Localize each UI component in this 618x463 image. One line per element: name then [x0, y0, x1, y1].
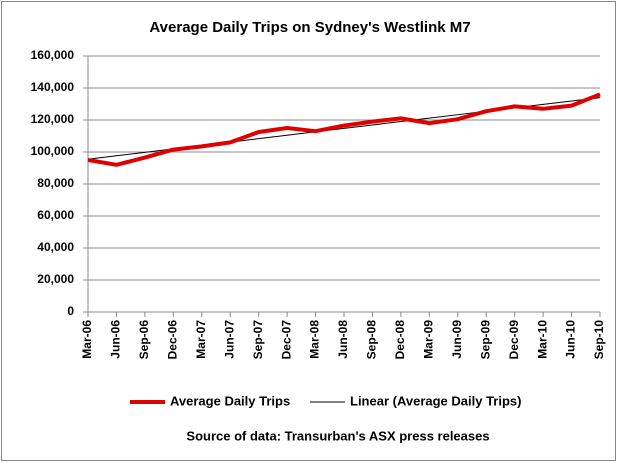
- x-tick-label: Mar-08: [308, 320, 322, 359]
- legend-label: Average Daily Trips: [170, 393, 290, 408]
- y-tick-label: 120,000: [31, 112, 75, 126]
- x-tick-label: Mar-10: [535, 320, 549, 359]
- x-tick-label: Mar-07: [194, 320, 208, 359]
- x-tick-label: Dec-07: [279, 320, 293, 360]
- x-tick-label: Jun-08: [336, 320, 350, 359]
- x-tick-label: Dec-06: [166, 320, 180, 360]
- x-tick-label: Sep-07: [251, 320, 265, 360]
- x-tick-label: Sep-08: [365, 320, 379, 360]
- x-tick-label: Dec-08: [393, 320, 407, 360]
- y-tick-label: 60,000: [37, 208, 74, 222]
- legend-label: Linear (Average Daily Trips): [350, 393, 521, 408]
- y-tick-label: 0: [67, 304, 74, 318]
- series-line: [87, 92, 601, 167]
- x-tick-label: Sep-09: [478, 320, 492, 360]
- y-tick-label: 100,000: [31, 144, 75, 158]
- x-tick-label: Mar-06: [80, 320, 94, 359]
- y-tick-label: 160,000: [31, 48, 75, 62]
- y-tick-label: 20,000: [37, 272, 74, 286]
- y-tick-label: 140,000: [31, 80, 75, 94]
- chart-title: Average Daily Trips on Sydney's Westlink…: [149, 19, 470, 36]
- x-tick-label: Dec-09: [507, 320, 521, 360]
- x-tick-label: Sep-10: [592, 320, 606, 360]
- x-tick-label: Jun-07: [222, 320, 236, 359]
- source-note: Source of data: Transurban's ASX press r…: [186, 428, 489, 443]
- x-tick-label: Sep-06: [137, 320, 151, 360]
- x-tick-label: Jun-09: [450, 320, 464, 359]
- x-tick-label: Mar-09: [422, 320, 436, 359]
- x-tick-label: Jun-10: [564, 320, 578, 359]
- x-tick-label: Jun-06: [109, 320, 123, 359]
- y-tick-label: 40,000: [37, 240, 74, 254]
- y-tick-label: 80,000: [37, 176, 74, 190]
